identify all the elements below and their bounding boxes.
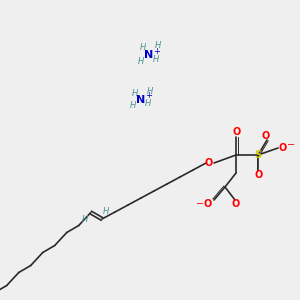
Text: H: H <box>147 86 153 95</box>
Text: −: − <box>287 140 295 150</box>
Text: O: O <box>233 127 241 137</box>
Text: O: O <box>205 158 213 168</box>
Text: O: O <box>262 131 270 141</box>
Text: −: − <box>196 199 204 209</box>
Text: H: H <box>153 55 159 64</box>
Text: H: H <box>138 56 144 65</box>
Text: +: + <box>154 46 160 56</box>
Text: N: N <box>136 95 146 105</box>
Text: O: O <box>232 199 240 209</box>
Text: H: H <box>103 208 109 217</box>
Text: H: H <box>82 215 88 224</box>
Text: H: H <box>130 101 136 110</box>
Text: S: S <box>254 150 262 160</box>
Text: O: O <box>204 199 212 209</box>
Text: H: H <box>132 88 138 98</box>
Text: O: O <box>279 143 287 153</box>
Text: H: H <box>145 100 151 109</box>
Text: H: H <box>140 44 146 52</box>
Text: H: H <box>155 41 161 50</box>
Text: +: + <box>146 92 152 100</box>
Text: N: N <box>144 50 154 60</box>
Text: O: O <box>255 170 263 180</box>
